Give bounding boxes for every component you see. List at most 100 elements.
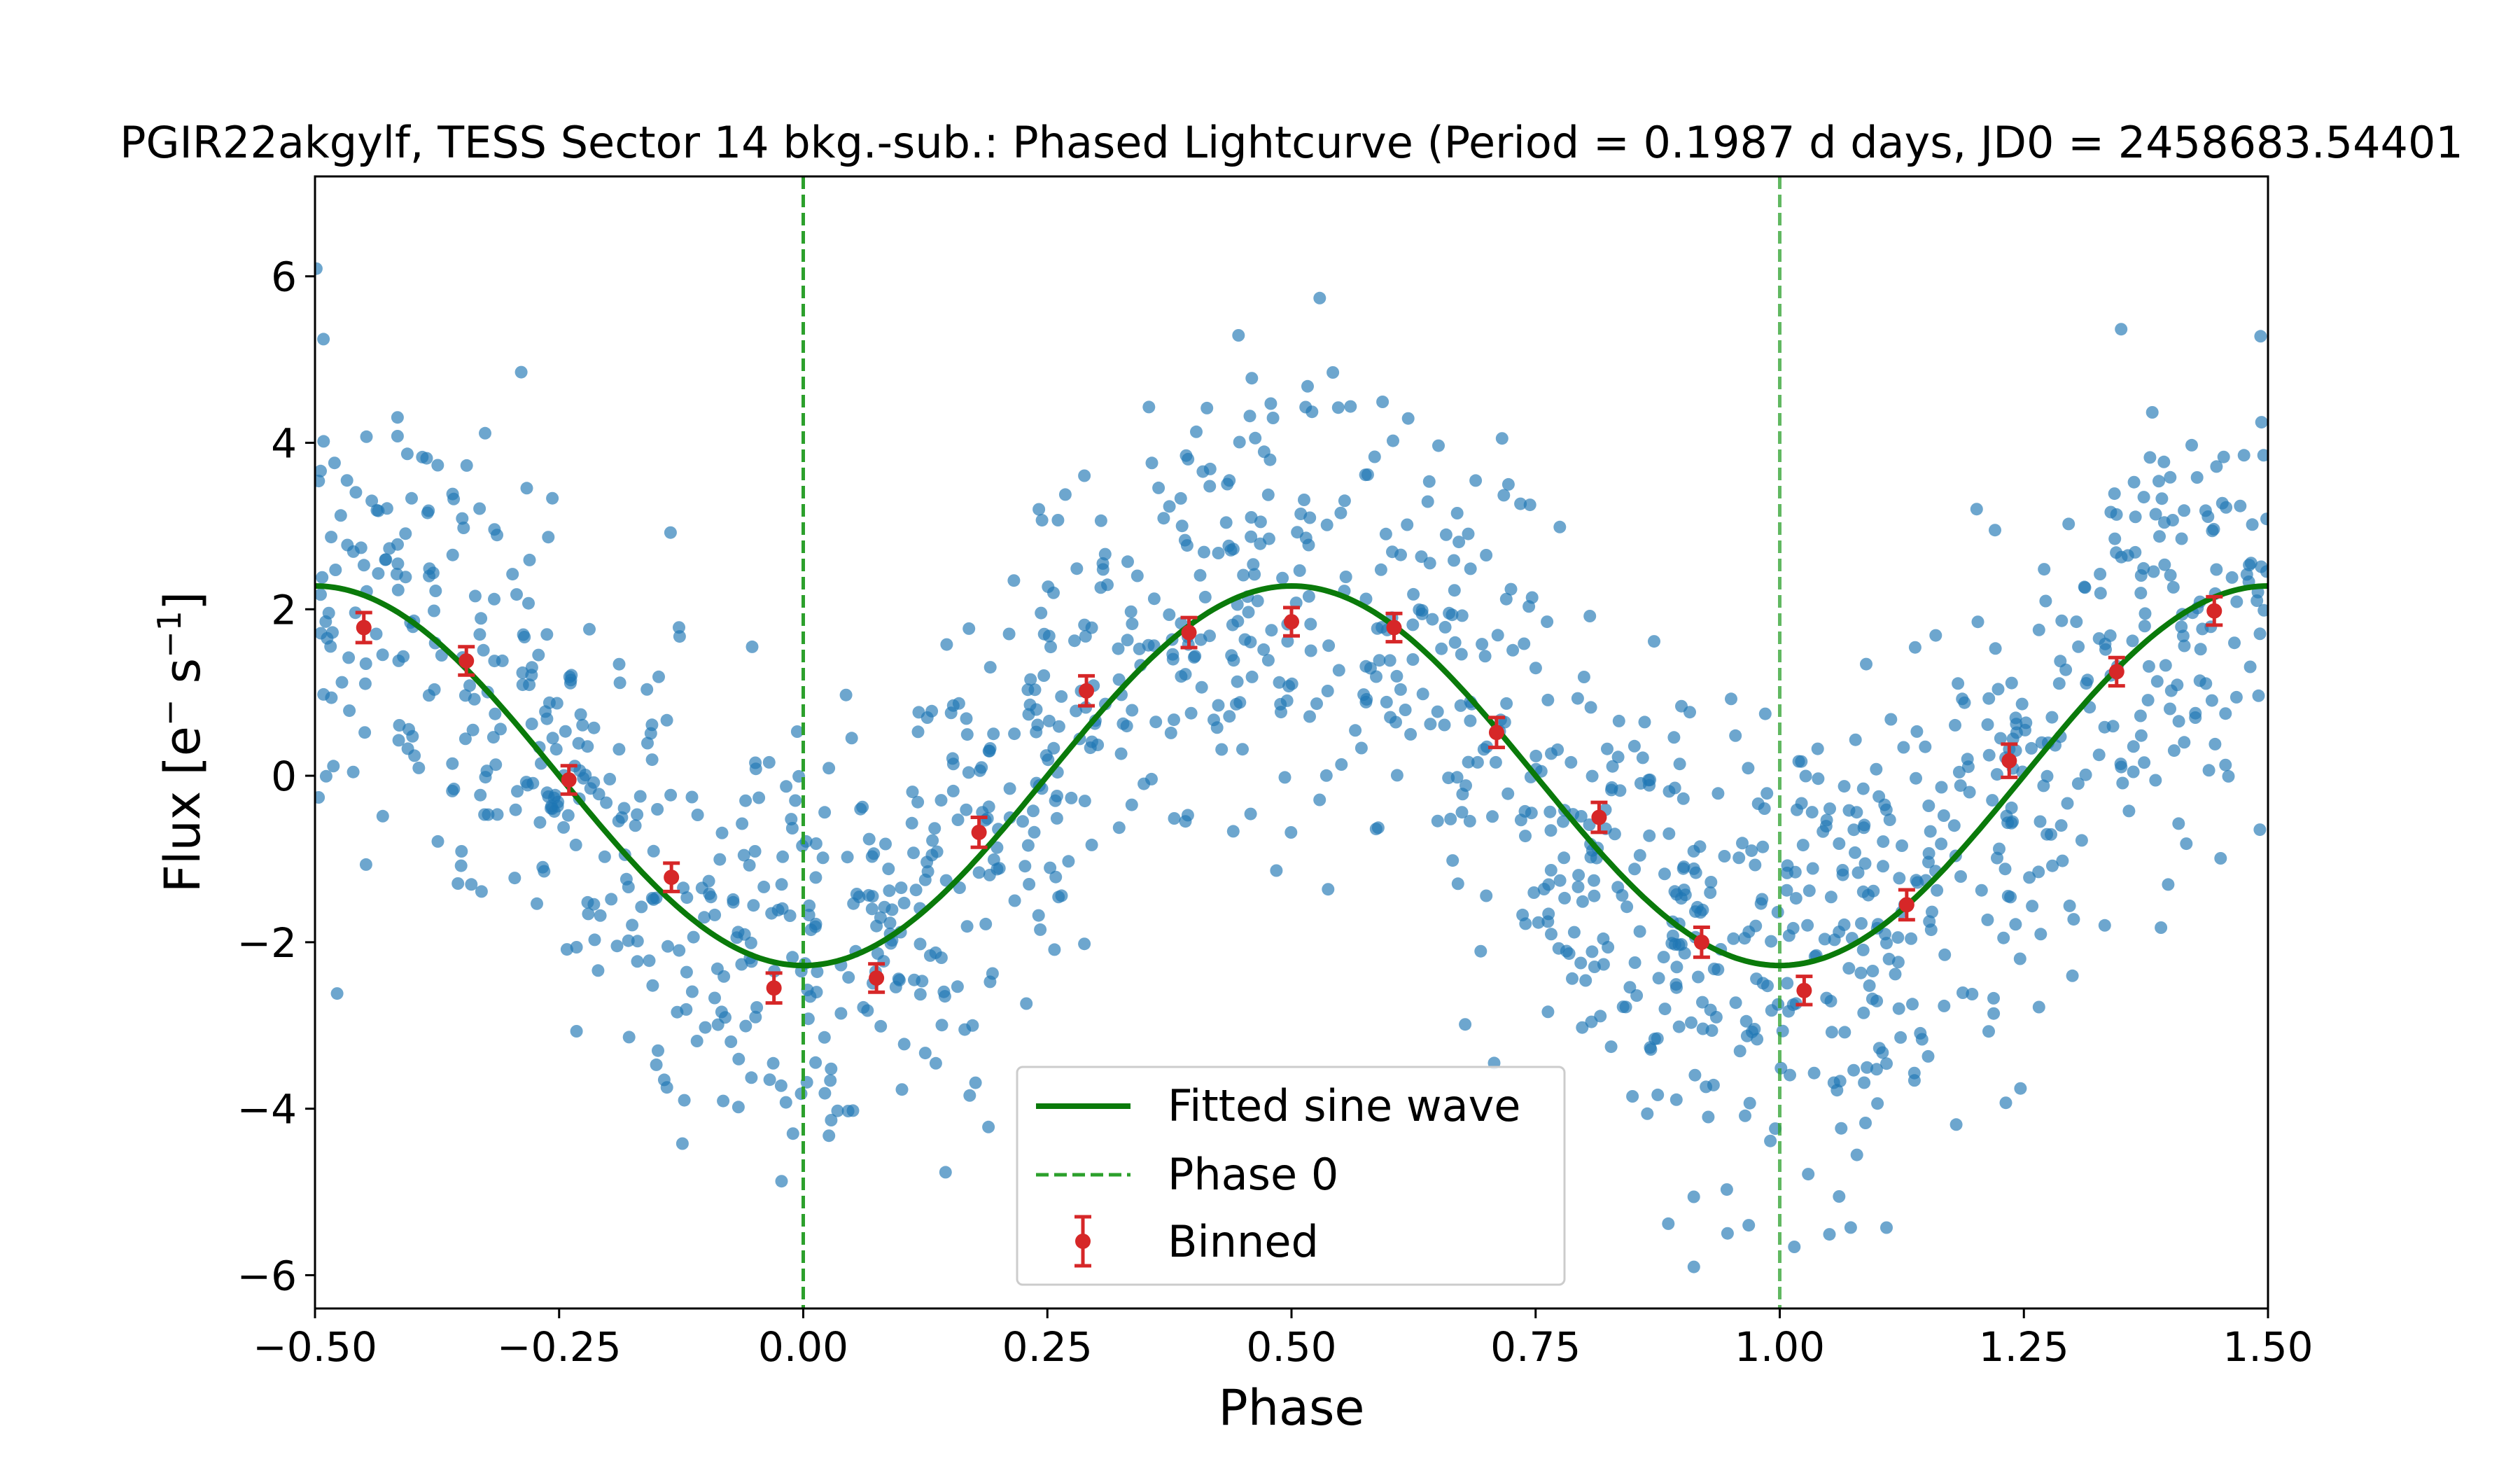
scatter-point <box>622 1031 636 1044</box>
binned-point <box>1488 725 1504 741</box>
scatter-point <box>2006 732 2019 746</box>
scatter-point <box>1084 741 1097 755</box>
scatter-point <box>1652 972 1665 985</box>
scatter-point <box>1742 1219 1756 1232</box>
scatter-point <box>542 531 555 544</box>
scatter-point <box>1237 568 1250 582</box>
legend-box <box>1016 1066 1566 1286</box>
scatter-point <box>1601 742 1614 755</box>
scatter-point <box>1541 615 1554 629</box>
scatter-point <box>911 725 925 739</box>
scatter-point <box>966 1019 979 1032</box>
scatter-point <box>1857 1006 1870 1019</box>
scatter-point <box>2034 928 2047 941</box>
scatter-point <box>478 808 491 821</box>
scatter-point <box>603 772 617 786</box>
scatter-point <box>2127 740 2140 753</box>
scatter-point <box>423 562 436 575</box>
binned-point <box>1284 614 1299 630</box>
scatter-point <box>1851 866 1865 879</box>
scatter-point <box>1725 692 1737 706</box>
scatter-point <box>834 1007 848 1020</box>
scatter-point <box>1044 641 1057 654</box>
scatter-point <box>2190 471 2204 484</box>
scatter-point <box>822 762 836 775</box>
scatter-point <box>1079 629 1092 643</box>
binned-point-group <box>1385 611 1403 644</box>
scatter-point <box>2258 603 2268 617</box>
scatter-point <box>1861 1061 1874 1074</box>
scatter-point <box>2244 660 2257 673</box>
scatter-point <box>2009 918 2022 931</box>
scatter-point <box>2110 508 2123 521</box>
scatter-point <box>574 708 587 721</box>
scatter-point <box>1819 820 1833 833</box>
scatter-point <box>570 1025 583 1038</box>
scatter-point <box>1243 410 1256 423</box>
scatter-point <box>1544 805 1557 818</box>
scatter-point <box>897 1038 911 1051</box>
scatter-point <box>1022 708 1035 721</box>
scatter-point <box>587 898 601 911</box>
scatter-point <box>1374 563 1387 576</box>
binned-point-group <box>1795 975 1813 1007</box>
scatter-point <box>1245 511 1258 524</box>
scatter-point <box>1233 435 1246 449</box>
scatter-point <box>1244 636 1257 649</box>
scatter-point <box>1480 740 1493 753</box>
scatter-point <box>328 456 341 470</box>
scatter-point <box>1264 397 1278 410</box>
scatter-point <box>1401 518 1414 531</box>
scatter-point <box>1545 928 1558 941</box>
scatter-point <box>1672 1020 1686 1033</box>
scatter-point <box>2110 546 2123 559</box>
legend-binned-label: Binned <box>1168 1216 1319 1267</box>
scatter-point <box>937 985 951 998</box>
scatter-point <box>2157 516 2171 529</box>
scatter-point <box>315 791 326 804</box>
scatter-point <box>1597 958 1610 971</box>
fit-curve <box>315 582 2268 969</box>
scatter-point <box>2207 522 2220 536</box>
scatter-point <box>2071 777 2085 790</box>
scatter-point <box>2138 756 2151 769</box>
scatter-point <box>330 987 344 1000</box>
scatter-point <box>1270 864 1283 877</box>
scatter-point <box>540 786 554 800</box>
scatter-point <box>775 1175 788 1188</box>
scatter-point <box>1455 806 1469 819</box>
binned-point-group <box>1898 888 1915 922</box>
scatter-point <box>1696 996 1709 1009</box>
scatter-point <box>935 1019 948 1032</box>
scatter-point <box>455 845 468 858</box>
scatter-point <box>1008 727 1021 741</box>
scatter-point <box>1254 515 1267 529</box>
scatter-point <box>412 761 426 774</box>
scatter-point <box>1849 733 1862 746</box>
scatter-point <box>2004 891 2017 904</box>
binned-point <box>869 970 885 986</box>
scatter-point <box>907 846 920 860</box>
scatter-point <box>343 704 356 718</box>
scatter-point <box>1919 740 1932 753</box>
scatter-point <box>560 943 573 956</box>
scatter-point <box>1463 814 1476 828</box>
scatter-point <box>1854 966 1868 979</box>
scatter-point <box>1789 892 1802 905</box>
scatter-point <box>1331 401 1345 414</box>
scatter-point <box>536 860 550 874</box>
scatter-point <box>457 522 470 534</box>
scatter-point <box>2222 769 2235 783</box>
scatter-point <box>1298 494 1310 506</box>
scatter-point <box>2078 580 2091 594</box>
scatter-point <box>315 475 326 488</box>
scatter-point <box>474 788 487 802</box>
binned-point <box>1693 934 1709 950</box>
scatter-point <box>2122 804 2136 818</box>
scatter-point <box>794 1087 808 1101</box>
scatter-point <box>1963 786 1976 799</box>
scatter-point <box>583 622 596 636</box>
scatter-point <box>360 430 373 443</box>
scatter-point <box>1765 935 1778 948</box>
